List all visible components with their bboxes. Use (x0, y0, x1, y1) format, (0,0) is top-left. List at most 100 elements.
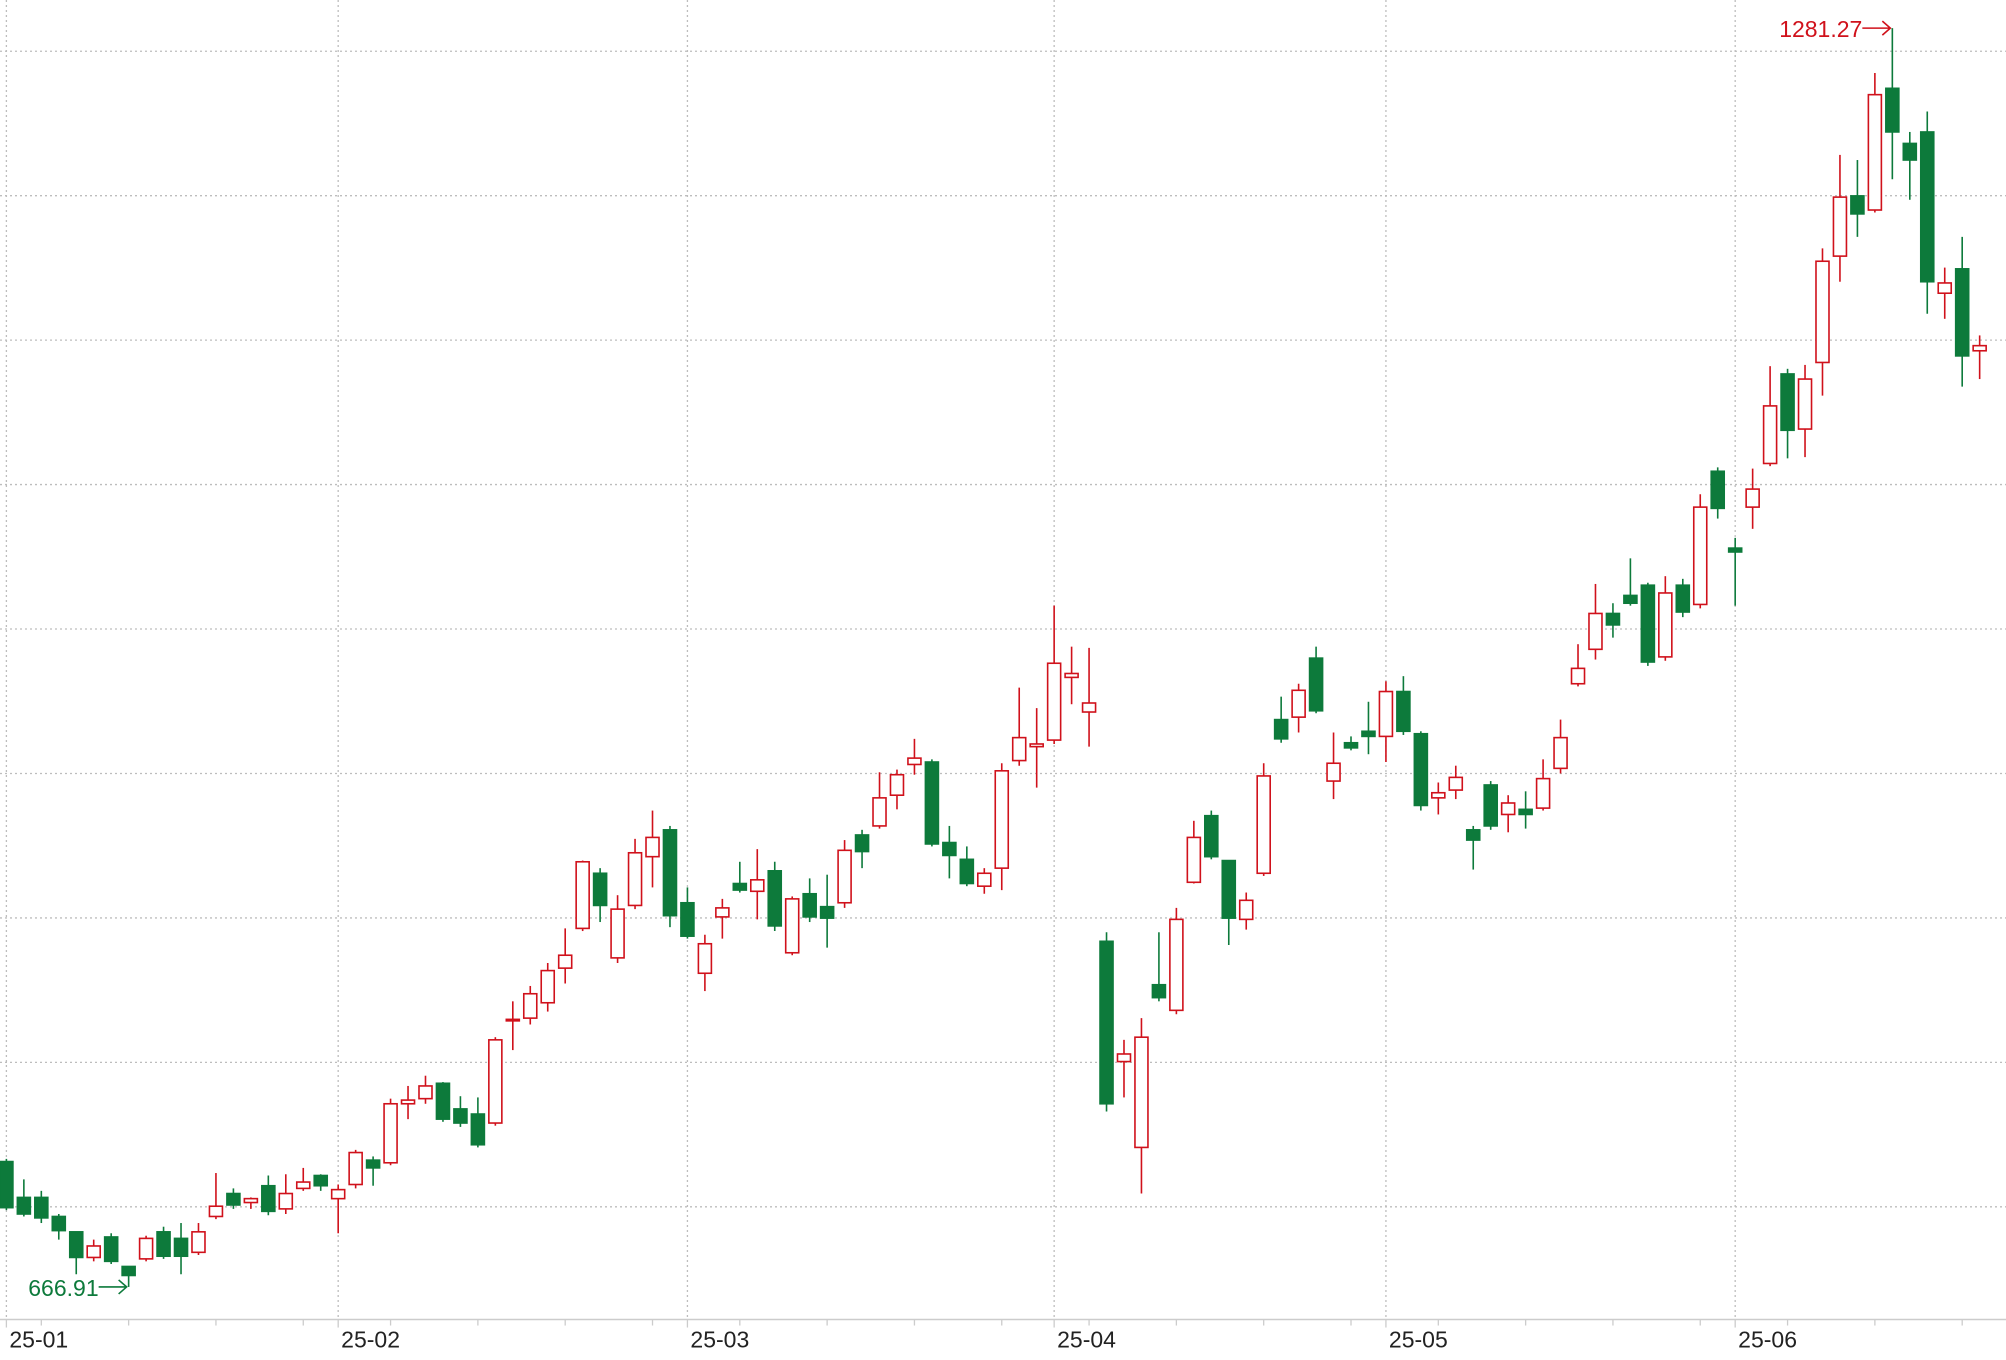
candle-body (1483, 784, 1499, 827)
candle-body (156, 1231, 171, 1258)
candle-body (1972, 344, 1987, 352)
candle-body (1064, 672, 1079, 679)
x-tick-label: 25-03 (690, 1327, 749, 1353)
candle-body (1029, 743, 1044, 748)
extreme-label: 666.91 (28, 1275, 98, 1301)
candle-body (784, 898, 800, 954)
candle-body (1518, 808, 1533, 816)
candle-body (767, 870, 783, 927)
candle-body (51, 1215, 67, 1232)
extreme-arrow (98, 1279, 128, 1295)
candle-body (313, 1174, 329, 1187)
candle-body (1396, 690, 1411, 733)
candle-body (1431, 791, 1446, 799)
candle-body (68, 1231, 84, 1259)
candle-body (854, 834, 870, 853)
candle-body (295, 1181, 311, 1190)
candle-body (1570, 667, 1586, 685)
candle-body (1553, 736, 1568, 770)
candle-body (976, 872, 992, 887)
candle-body (1011, 736, 1027, 762)
candle-body (1850, 195, 1865, 215)
candle-body (627, 851, 643, 907)
candle-body (1134, 1036, 1149, 1149)
candle-body (1658, 592, 1673, 658)
candle-body (645, 836, 660, 858)
candle-body (732, 882, 748, 891)
candle-body (208, 1205, 224, 1218)
candle-body (1692, 506, 1708, 606)
candle-body (837, 849, 852, 904)
candle-body (1151, 983, 1167, 999)
candle-body (610, 908, 625, 959)
candle-body (1413, 732, 1429, 807)
candle-body (348, 1151, 363, 1186)
candle-body (488, 1039, 503, 1124)
candle-body (1099, 940, 1114, 1105)
candle-body (959, 858, 975, 885)
candle-body (435, 1082, 451, 1120)
candle-body (575, 860, 590, 930)
candle-body (226, 1192, 241, 1206)
candle-body (697, 942, 713, 975)
x-tick-label: 25-06 (1738, 1327, 1797, 1353)
x-tick-label: 25-02 (341, 1327, 400, 1353)
candle-body (1745, 488, 1760, 508)
candle-body (138, 1237, 154, 1260)
candle-body (0, 1160, 14, 1209)
candle-body (243, 1197, 259, 1204)
candle-body (889, 773, 905, 797)
candle-body (522, 992, 538, 1019)
candle-body (1273, 718, 1289, 740)
candle-body (1762, 405, 1778, 465)
candle-body (1116, 1053, 1132, 1063)
candle-body (1919, 131, 1935, 283)
candle-body (1710, 470, 1726, 510)
candle-body (103, 1236, 119, 1263)
candle-body (1046, 662, 1062, 741)
candle-body (1588, 612, 1603, 651)
candle-body (1500, 802, 1516, 816)
candle-body (418, 1085, 433, 1100)
candle-body (924, 761, 940, 845)
candle-body (453, 1108, 468, 1124)
candle-body (1780, 373, 1795, 432)
candle-body (1885, 87, 1900, 133)
extreme-arrow (1862, 20, 1892, 36)
candle-body (1378, 690, 1394, 738)
candle-body (1308, 657, 1324, 712)
candle-body (994, 770, 1010, 869)
candle-body (191, 1231, 206, 1254)
x-tick-label: 25-04 (1057, 1327, 1116, 1353)
candle-body (1832, 196, 1848, 257)
candle-body (1326, 762, 1341, 782)
candle-body (1169, 918, 1184, 1012)
candle-body (1797, 378, 1813, 430)
candle-body (907, 757, 922, 766)
candle-body (330, 1188, 346, 1200)
candle-body (383, 1102, 398, 1164)
candle-body (34, 1196, 49, 1219)
candle-body (1954, 268, 1970, 357)
candle-body (365, 1159, 381, 1169)
candle-body (592, 872, 608, 907)
extreme-label: 1281.27 (1779, 16, 1862, 42)
candle-body (802, 892, 817, 918)
candle-body (1902, 142, 1918, 161)
x-tick-label: 25-05 (1389, 1327, 1448, 1353)
candle-body (173, 1237, 189, 1258)
candle-body (749, 879, 765, 893)
candle-body (1640, 584, 1656, 663)
candle-body (261, 1184, 276, 1213)
candle-body (86, 1245, 102, 1259)
candle-body (1727, 547, 1743, 553)
candle-body (1081, 702, 1097, 713)
candle-body (121, 1265, 136, 1277)
candle-body (1623, 594, 1638, 605)
candle-body (400, 1099, 416, 1105)
candle-body (540, 969, 556, 1004)
candle-body (1291, 689, 1306, 718)
candle-body (1605, 612, 1621, 626)
candle-body (1465, 829, 1481, 841)
